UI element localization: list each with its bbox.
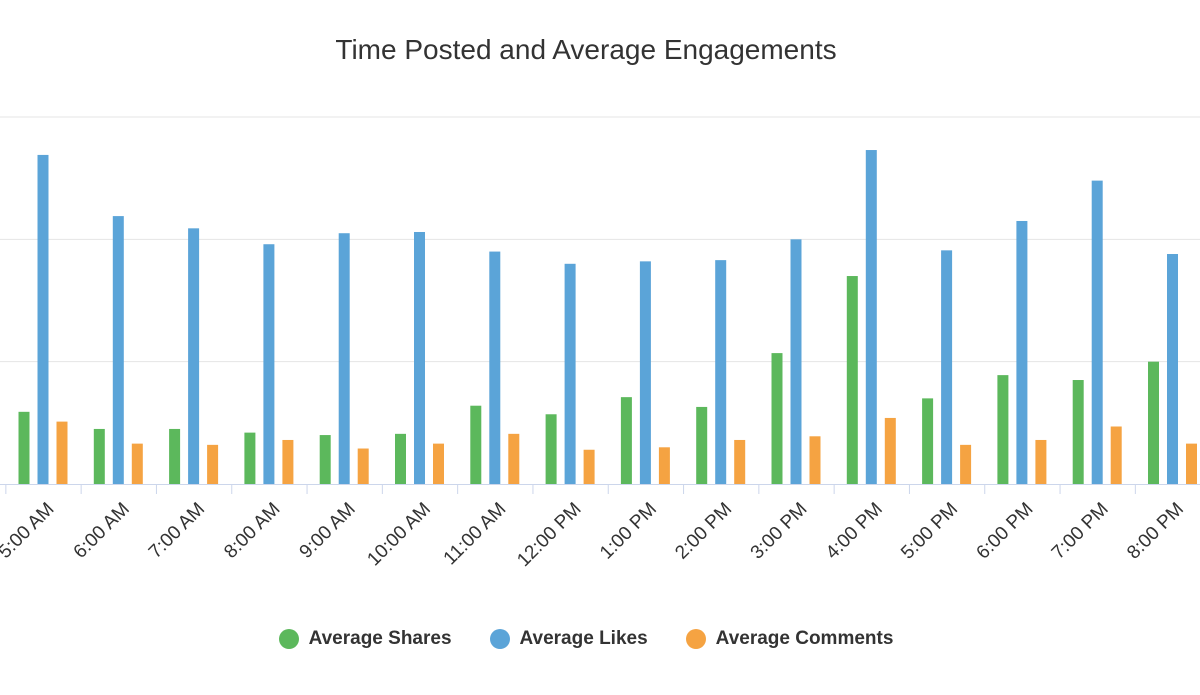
x-tick-label: 6:00 PM xyxy=(973,499,1038,564)
bar-average-comments xyxy=(1035,439,1047,484)
x-tick-label: 5:00 PM xyxy=(897,499,962,564)
bar-average-comments xyxy=(884,417,896,484)
bar-average-comments xyxy=(658,447,670,484)
x-tick-label: 7:00 PM xyxy=(1048,499,1113,564)
legend-label-comments: Average Comments xyxy=(715,628,894,649)
bar-average-shares xyxy=(1148,361,1159,484)
legend-label-likes: Average Likes xyxy=(519,628,648,649)
bar-average-likes xyxy=(188,228,200,484)
x-tick-label: 5:00 AM xyxy=(0,499,59,563)
x-tick-label: 12:00 PM xyxy=(513,499,585,571)
bar-average-comments xyxy=(357,448,369,484)
bar-average-shares xyxy=(395,433,406,484)
x-tick-label: 11:00 AM xyxy=(440,499,511,570)
x-tick-label: 6:00 AM xyxy=(70,499,134,563)
bar-average-shares xyxy=(169,428,181,484)
legend-item-comments[interactable]: Average Comments xyxy=(685,628,894,650)
bar-average-likes xyxy=(112,216,124,484)
bar-average-likes xyxy=(865,150,877,484)
bar-average-comments xyxy=(734,439,746,484)
bar-average-shares xyxy=(696,406,708,484)
bar-average-shares xyxy=(18,411,30,484)
bar-average-likes xyxy=(489,251,501,484)
bar-average-likes xyxy=(564,263,576,484)
legend-swatch-shares xyxy=(278,629,299,649)
bar-average-likes xyxy=(37,154,49,484)
bar-average-likes xyxy=(790,239,802,484)
bar-average-shares xyxy=(470,405,482,484)
bar-average-likes xyxy=(263,244,275,484)
bar-average-comments xyxy=(508,433,520,484)
bar-average-shares xyxy=(244,432,256,484)
bar-average-likes xyxy=(414,231,425,484)
x-tick-label: 2:00 PM xyxy=(671,499,736,564)
bar-average-shares xyxy=(545,414,557,484)
bar-average-comments xyxy=(1186,443,1197,484)
x-tick-label: 4:00 PM xyxy=(822,499,887,564)
legend-swatch-comments xyxy=(685,629,706,649)
bar-average-comments xyxy=(56,421,68,484)
bar-average-shares xyxy=(620,397,632,484)
bar-average-comments xyxy=(960,444,972,484)
bar-average-comments xyxy=(207,444,219,484)
x-tick-label: 3:00 PM xyxy=(747,499,812,564)
chart-legend: Average Shares Average Likes Average Com… xyxy=(0,628,1172,650)
bar-average-comments xyxy=(583,449,595,484)
bar-average-comments xyxy=(809,436,821,484)
bar-average-shares xyxy=(771,353,783,484)
bar-average-comments xyxy=(282,439,294,484)
bar-average-likes xyxy=(715,260,727,484)
bar-average-likes xyxy=(1016,220,1028,484)
chart-title: Time Posted and Average Engagements xyxy=(335,34,837,65)
bar-average-shares xyxy=(846,276,858,484)
x-tick-label: 10:00 AM xyxy=(363,499,435,571)
legend-label-shares: Average Shares xyxy=(308,628,452,649)
bar-average-shares xyxy=(997,375,1009,484)
legend-swatch-likes xyxy=(489,629,510,649)
x-tick-label: 7:00 AM xyxy=(145,499,209,563)
bar-average-likes xyxy=(941,250,953,484)
x-tick-label: 9:00 AM xyxy=(296,499,360,563)
bar-average-likes xyxy=(639,261,651,484)
x-tick-label: 8:00 AM xyxy=(220,499,284,563)
bar-average-comments xyxy=(1110,426,1122,484)
bar-average-comments xyxy=(131,443,143,484)
bar-average-shares xyxy=(1072,380,1084,484)
x-tick-label: 8:00 PM xyxy=(1123,499,1188,564)
legend-item-likes[interactable]: Average Likes xyxy=(489,628,648,650)
bar-average-likes xyxy=(338,233,350,484)
bar-average-comments xyxy=(433,443,444,484)
legend-item-shares[interactable]: Average Shares xyxy=(278,628,452,650)
bar-average-shares xyxy=(922,398,934,484)
bar-average-likes xyxy=(1167,254,1178,484)
bar-average-shares xyxy=(319,435,331,484)
x-tick-label: 1:00 PM xyxy=(596,499,661,564)
bar-average-shares xyxy=(93,428,105,484)
bar-average-likes xyxy=(1091,180,1103,484)
